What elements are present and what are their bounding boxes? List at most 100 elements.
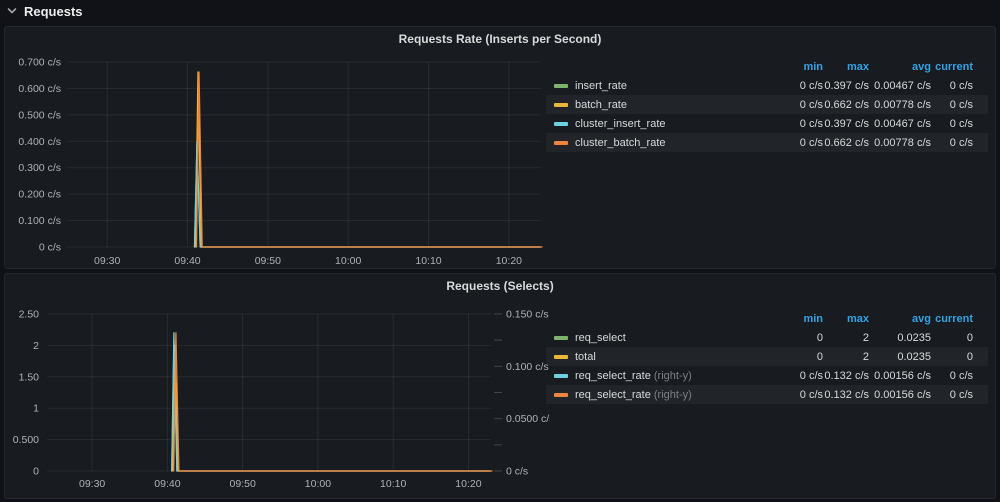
x-axis-tick-label: 10:00 [305, 478, 331, 490]
y-axis-tick-label: 0.700 c/s [18, 57, 61, 69]
legend-row: insert_rate 0 c/s 0.397 c/s 0.00467 c/s 0 c/… [546, 76, 988, 95]
legend-value-current: 0 c/s [949, 98, 973, 111]
x-axis-tick-label: 09:50 [255, 255, 281, 267]
legend-series-name[interactable]: req_select_rate (right-y) [575, 388, 692, 401]
y-axis-tick-label: 2.50 [19, 309, 40, 321]
legend-header-row: min max avg current [546, 57, 988, 76]
series-color-swatch [554, 373, 568, 378]
legend-series-name[interactable]: insert_rate [575, 79, 627, 92]
y-axis-tick-label: 0.400 c/s [18, 136, 61, 148]
y-axis-tick-label: 0.600 c/s [18, 83, 61, 95]
panel-requests-rate: Requests Rate (Inserts per Second) 0.700… [4, 26, 996, 269]
series-line-req_select_rate [173, 332, 493, 472]
legend-value-avg: 0.00156 c/s [874, 369, 931, 382]
legend-series-name[interactable]: req_select [575, 331, 626, 344]
series-color-swatch [554, 140, 568, 145]
y-axis-tick-label: 1 [33, 403, 39, 415]
y-axis-tick-label: 0.500 [13, 434, 39, 446]
legend-value-min: 0 c/s [799, 117, 823, 130]
series-line-req_select_rate [171, 332, 491, 472]
legend-row: batch_rate 0 c/s 0.662 c/s 0.00778 c/s 0 c/s [546, 95, 988, 114]
legend-header-current[interactable]: current [935, 312, 973, 325]
legend-value-current: 0 c/s [949, 388, 973, 401]
legend-value-min: 0 c/s [799, 136, 823, 149]
panel-title[interactable]: Requests (Selects) [446, 279, 554, 293]
timeseries-chart-requests-selects[interactable]: 2.50 2 1.50 1 0.500 0 09:30 09:40 09:50 10:00 10:1… [5, 274, 550, 500]
legend-series-name[interactable]: total [575, 350, 596, 363]
y-axis-tick-label: 0.200 c/s [18, 189, 61, 201]
legend-value-current: 0 c/s [949, 79, 973, 92]
x-axis-tick-label: 10:20 [455, 478, 481, 490]
legend-value-avg: 0.00778 c/s [874, 136, 931, 149]
legend-header-avg[interactable]: avg [912, 60, 931, 73]
panel-requests-selects: Requests (Selects) 2.50 2 1.50 1 0.500 0 09:30… [4, 273, 996, 499]
timeseries-chart-requests-rate[interactable]: 0.700 c/s 0.600 c/s 0.500 c/s 0.400 c/s 0.30… [5, 27, 550, 270]
x-axis-tick-label: 10:10 [380, 478, 406, 490]
x-axis-tick-label: 09:50 [230, 478, 256, 490]
x-axis-tick-label: 10:20 [496, 255, 522, 267]
legend-value-current: 0 c/s [949, 117, 973, 130]
legend-header-max[interactable]: max [846, 60, 869, 73]
legend-value-min: 0 c/s [799, 79, 823, 92]
legend-row: cluster_batch_rate 0 c/s 0.662 c/s 0.00778 … [546, 133, 988, 152]
legend-header-max[interactable]: max [846, 312, 869, 325]
legend-value-max: 2 [862, 350, 869, 363]
legend-value-max: 0.397 c/s [824, 117, 869, 130]
legend-header-avg[interactable]: avg [912, 312, 931, 325]
legend-value-min: 0 c/s [799, 388, 823, 401]
legend-row: req_select_rate (right-y) 0 c/s 0.132 c/s 0… [546, 366, 988, 385]
legend-table: min max avg current insert_rate 0 c/s 0.397 c/… [546, 57, 988, 152]
legend-series-name[interactable]: cluster_batch_rate [575, 136, 666, 149]
legend-series-name[interactable]: batch_rate [575, 98, 627, 111]
legend-value-max: 0.132 c/s [824, 369, 869, 382]
legend-row: cluster_insert_rate 0 c/s 0.397 c/s 0.00467… [546, 114, 988, 133]
legend-value-current: 0 [966, 350, 973, 363]
right-y-axis-tick-label: 0.150 c/s [506, 309, 549, 321]
legend-series-name[interactable]: req_select_rate (right-y) [575, 369, 692, 382]
legend-value-current: 0 [966, 331, 973, 344]
legend-value-avg: 0.0235 [897, 350, 931, 363]
legend-header-min[interactable]: min [803, 60, 823, 73]
legend-value-min: 0 [816, 350, 823, 363]
legend-row: req_select_rate (right-y) 0 c/s 0.132 c/s 0… [546, 385, 988, 404]
dashboard-row-toggle[interactable]: Requests [6, 1, 83, 21]
x-axis-tick-label: 10:10 [415, 255, 441, 267]
legend-value-avg: 0.00156 c/s [874, 388, 931, 401]
legend-value-max: 0.662 c/s [824, 136, 869, 149]
x-axis-tick-label: 09:30 [79, 478, 105, 490]
legend-value-current: 0 c/s [949, 369, 973, 382]
legend-value-avg: 0.00778 c/s [874, 98, 931, 111]
series-line-cluster_batch_rate [195, 71, 543, 248]
legend-value-min: 0 c/s [799, 369, 823, 382]
panel-title[interactable]: Requests Rate (Inserts per Second) [398, 32, 602, 46]
legend-header-min[interactable]: min [803, 312, 823, 325]
series-color-swatch [554, 121, 568, 126]
y-axis-tick-label: 0.500 c/s [18, 109, 61, 121]
legend-value-min: 0 c/s [799, 98, 823, 111]
y-axis-tick-label: 0.100 c/s [18, 215, 61, 227]
legend-value-max: 2 [862, 331, 869, 344]
x-axis-tick-label: 09:30 [94, 255, 120, 267]
legend-value-max: 0.662 c/s [824, 98, 869, 111]
series-color-swatch [554, 354, 568, 359]
x-axis-tick-label: 10:00 [335, 255, 361, 267]
legend-value-max: 0.397 c/s [824, 79, 869, 92]
y-axis-tick-label: 0 [33, 466, 39, 478]
legend-value-max: 0.132 c/s [824, 388, 869, 401]
legend-header-current[interactable]: current [935, 60, 973, 73]
legend-value-current: 0 c/s [949, 136, 973, 149]
legend-row: req_select 0 2 0.0235 0 [546, 328, 988, 347]
right-y-axis-tick-label: 0.100 c/s [506, 361, 549, 373]
row-title: Requests [24, 3, 83, 19]
legend-value-min: 0 [816, 331, 823, 344]
chevron-down-icon [6, 4, 20, 18]
legend-value-avg: 0.00467 c/s [874, 79, 931, 92]
legend-series-name[interactable]: cluster_insert_rate [575, 117, 666, 130]
legend-header-row: min max avg current [546, 309, 988, 328]
series-color-swatch [554, 392, 568, 397]
x-axis-tick-label: 09:40 [154, 478, 180, 490]
y-axis-tick-label: 0 c/s [39, 242, 61, 254]
right-y-axis-tick-label: 0.0500 c/s [506, 413, 550, 425]
y-axis-tick-label: 1.50 [19, 371, 40, 383]
legend-table: min max avg current req_select 0 2 0.0235 0 total… [546, 309, 988, 404]
